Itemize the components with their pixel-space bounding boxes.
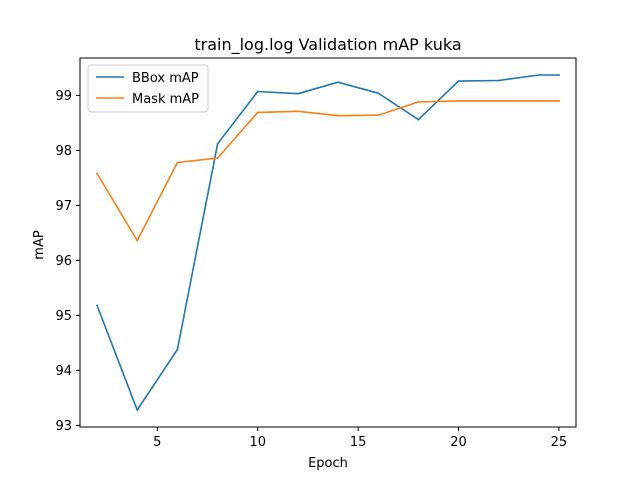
- data-point: [256, 111, 259, 114]
- y-tick-label: 94: [55, 364, 72, 379]
- y-tick-label: 97: [55, 199, 72, 214]
- data-point: [176, 161, 179, 164]
- y-tick-label: 93: [55, 419, 72, 434]
- y-tick-label: 99: [55, 89, 72, 104]
- y-tick-label: 98: [55, 144, 72, 159]
- plot-frame: [79, 57, 577, 428]
- data-point: [538, 100, 540, 102]
- y-axis-label: mAP: [32, 230, 47, 260]
- data-point: [538, 74, 540, 76]
- x-tick-label: 20: [450, 435, 467, 450]
- data-point: [417, 101, 420, 103]
- data-point: [558, 100, 560, 102]
- x-axis-ticks: 5 10 15 20 25: [153, 427, 567, 450]
- data-point: [337, 114, 339, 117]
- data-point: [558, 74, 560, 76]
- data-point: [136, 409, 139, 411]
- legend-label: Mask mAP: [132, 92, 199, 107]
- data-point: [417, 118, 420, 121]
- plot-area: [79, 57, 577, 428]
- data-point: [96, 304, 98, 307]
- legend-label: BBox mAP: [132, 71, 199, 86]
- data-point: [297, 110, 299, 113]
- data-point: [497, 79, 500, 82]
- x-tick-label: 25: [551, 435, 568, 450]
- y-axis-ticks: 93 94 95 96 97 98 99: [55, 89, 80, 434]
- data-point: [216, 142, 219, 145]
- data-point: [377, 114, 380, 117]
- series-lines: [96, 74, 560, 411]
- chart-title: train_log.log Validation mAP kuka: [194, 35, 461, 55]
- data-point: [256, 90, 259, 93]
- y-tick-label: 96: [55, 254, 72, 269]
- data-point: [176, 348, 179, 351]
- data-point: [377, 92, 380, 95]
- data-point: [136, 239, 139, 242]
- x-tick-label: 15: [350, 435, 367, 450]
- data-point: [457, 100, 460, 102]
- x-axis-label: Epoch: [308, 456, 348, 471]
- y-tick-label: 95: [55, 309, 72, 324]
- data-point: [96, 172, 98, 175]
- data-point: [457, 80, 460, 82]
- data-point: [337, 81, 339, 84]
- x-tick-label: 5: [153, 435, 161, 450]
- data-point: [216, 157, 219, 160]
- x-tick-label: 10: [249, 435, 266, 450]
- data-point: [297, 92, 299, 95]
- legend: BBox mAP Mask mAP: [87, 64, 209, 113]
- data-point: [497, 100, 500, 102]
